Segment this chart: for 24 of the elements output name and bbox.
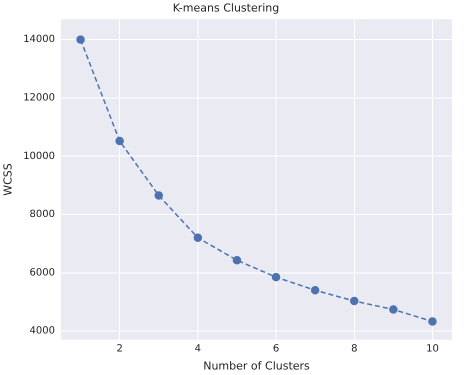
point [232, 256, 242, 264]
point [350, 296, 359, 306]
point [76, 35, 85, 44]
point [194, 234, 202, 242]
y-tick-label: 12000 [23, 92, 56, 104]
point [310, 286, 320, 295]
y-tick-label: 6000 [30, 267, 56, 278]
x-tick-label: 8 [351, 343, 358, 354]
x-tick-label: 6 [272, 343, 280, 354]
x-tick-label: 10 [426, 343, 439, 354]
point [389, 305, 398, 314]
x-axis-title: Number of Clusters [203, 359, 310, 372]
y-tick-label: 10000 [23, 150, 56, 162]
x-tick-label: 2 [116, 343, 123, 354]
point [272, 272, 280, 282]
point [154, 191, 164, 200]
y-tick-label: 4000 [30, 326, 56, 337]
point [115, 136, 124, 146]
point [428, 317, 437, 326]
chart-title: K-means Clustering [172, 1, 280, 14]
y-tick-label: 8000 [30, 209, 56, 220]
y-tick-label: 14000 [23, 34, 56, 46]
y-axis-title: WCSS [1, 163, 14, 196]
x-tick-label: 4 [194, 343, 202, 354]
